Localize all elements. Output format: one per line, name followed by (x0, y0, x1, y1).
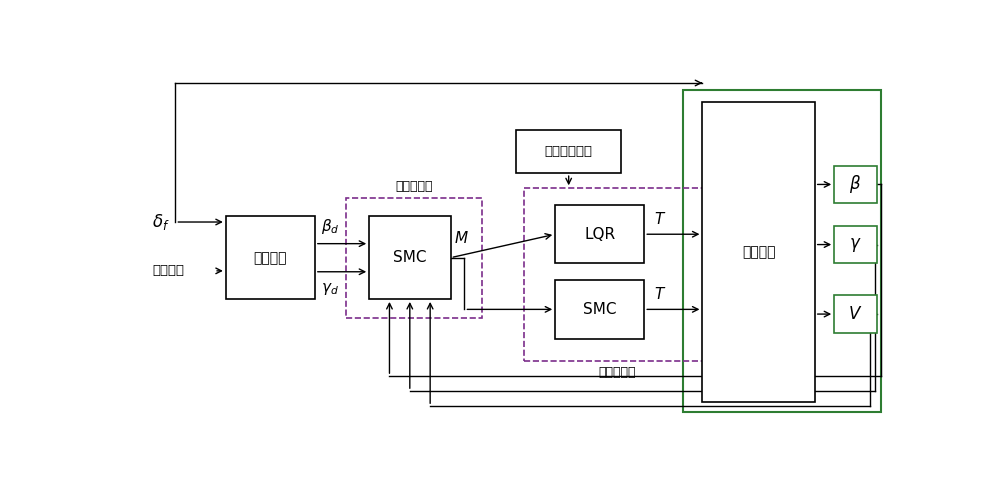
Text: LQR: LQR (584, 227, 615, 242)
Text: 参考模型: 参考模型 (254, 251, 287, 264)
Bar (524, 188, 710, 361)
Text: $\gamma$: $\gamma$ (849, 236, 862, 254)
Text: $\gamma_d$: $\gamma_d$ (321, 281, 339, 297)
Text: $M$: $M$ (454, 230, 469, 246)
Text: $T$: $T$ (654, 286, 666, 302)
Bar (369, 216, 450, 299)
Bar (555, 280, 644, 339)
Bar (555, 205, 644, 264)
Text: SMC: SMC (393, 250, 427, 265)
Text: SMC: SMC (583, 302, 616, 317)
Bar (683, 90, 881, 412)
Bar (516, 130, 621, 173)
Bar (702, 102, 815, 403)
Text: 上层控制器: 上层控制器 (395, 180, 432, 193)
Text: $\beta$: $\beta$ (849, 173, 861, 195)
Bar (226, 216, 315, 299)
Text: $\delta_f$: $\delta_f$ (152, 212, 170, 232)
Text: 油门踏板: 油门踏板 (152, 264, 184, 277)
Text: $V$: $V$ (848, 305, 863, 323)
Bar (834, 226, 877, 264)
Bar (834, 165, 877, 203)
Text: 整车模型: 整车模型 (742, 245, 775, 259)
Text: $\beta_d$: $\beta_d$ (321, 217, 340, 236)
Bar (346, 198, 482, 318)
Text: $T$: $T$ (654, 211, 666, 227)
Text: 失效车轮判断: 失效车轮判断 (545, 145, 593, 158)
Bar (834, 295, 877, 333)
Text: 下层控制器: 下层控制器 (598, 366, 636, 379)
